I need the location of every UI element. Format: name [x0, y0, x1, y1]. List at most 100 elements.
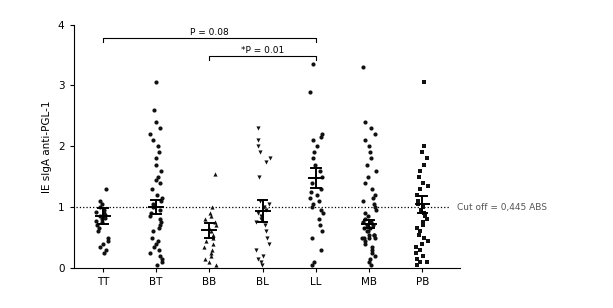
Point	[255, 150, 265, 155]
Point	[316, 135, 326, 140]
Point	[151, 177, 161, 182]
Point	[366, 126, 376, 131]
Point	[360, 241, 370, 246]
Point	[417, 241, 427, 246]
Point	[360, 120, 370, 124]
Point	[364, 235, 373, 240]
Point	[306, 189, 316, 194]
Point	[210, 220, 220, 225]
Point	[155, 223, 165, 228]
Point	[370, 232, 379, 237]
Point	[415, 247, 425, 252]
Point	[211, 262, 221, 267]
Point	[418, 253, 428, 258]
Text: P = 0.08: P = 0.08	[190, 28, 229, 37]
Point	[204, 226, 213, 231]
Point	[261, 159, 270, 164]
Point	[308, 62, 318, 67]
Point	[419, 211, 429, 216]
Point	[359, 235, 368, 240]
Point	[360, 138, 370, 143]
Point	[308, 180, 318, 185]
Point	[367, 186, 377, 191]
Point	[99, 208, 109, 213]
Point	[154, 208, 164, 213]
Point	[364, 144, 373, 149]
Point	[151, 156, 161, 161]
Point	[371, 208, 381, 213]
Point	[367, 244, 377, 249]
Point	[251, 220, 261, 225]
Point	[308, 138, 318, 143]
Point	[415, 168, 425, 173]
Point	[156, 199, 166, 204]
Point	[154, 247, 164, 252]
Point	[94, 205, 104, 209]
Point	[151, 80, 161, 85]
Point	[253, 144, 263, 149]
Point	[415, 186, 425, 191]
Point	[418, 180, 428, 185]
Point	[365, 256, 375, 261]
Point	[359, 226, 369, 231]
Point	[309, 150, 319, 155]
Point	[253, 138, 263, 143]
Point	[97, 217, 107, 222]
Point	[154, 226, 164, 231]
Point	[199, 244, 209, 249]
Point	[200, 217, 210, 222]
Point	[317, 132, 327, 136]
Point	[370, 202, 379, 207]
Text: Cut off = 0,445 ABS: Cut off = 0,445 ABS	[457, 203, 547, 212]
Point	[422, 259, 432, 264]
Point	[260, 223, 270, 228]
Point	[145, 214, 154, 219]
Point	[148, 205, 158, 209]
Point	[204, 259, 214, 264]
Point	[95, 244, 105, 249]
Point	[305, 196, 315, 201]
Point	[418, 223, 428, 228]
Point	[149, 107, 159, 112]
Point	[367, 262, 376, 267]
Point	[256, 214, 266, 219]
Point	[364, 214, 373, 219]
Point	[370, 192, 379, 197]
Point	[313, 192, 322, 197]
Point	[156, 220, 166, 225]
Point	[155, 180, 165, 185]
Point	[315, 168, 325, 173]
Point	[412, 192, 422, 197]
Point	[360, 217, 370, 222]
Point	[316, 247, 326, 252]
Point	[422, 156, 432, 161]
Point	[99, 211, 109, 216]
Point	[365, 150, 375, 155]
Point	[305, 89, 314, 94]
Point	[423, 238, 433, 243]
Point	[93, 229, 102, 234]
Point	[370, 253, 379, 258]
Point	[211, 223, 221, 228]
Point	[264, 241, 274, 246]
Point	[412, 262, 422, 267]
Point	[91, 209, 101, 214]
Point	[358, 199, 368, 204]
Point	[259, 205, 269, 209]
Point	[253, 126, 263, 131]
Point	[155, 217, 165, 222]
Point	[94, 226, 104, 231]
Y-axis label: IE sIgA anti-PGL-1: IE sIgA anti-PGL-1	[42, 100, 52, 192]
Point	[264, 202, 273, 207]
Point	[308, 202, 318, 207]
Point	[97, 202, 107, 207]
Point	[256, 199, 265, 204]
Point	[97, 220, 107, 225]
Point	[208, 241, 218, 246]
Point	[371, 168, 381, 173]
Point	[155, 126, 165, 131]
Point	[256, 217, 266, 222]
Point	[101, 213, 110, 217]
Point	[91, 218, 101, 223]
Point	[362, 162, 371, 167]
